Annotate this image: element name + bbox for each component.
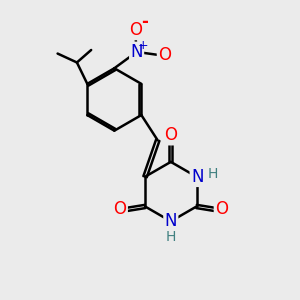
Text: O: O (158, 46, 171, 64)
Text: H: H (166, 230, 176, 244)
Text: +: + (138, 39, 148, 52)
Text: O: O (114, 200, 127, 218)
Text: O: O (164, 126, 177, 144)
Text: H: H (208, 167, 218, 181)
Text: N: N (130, 43, 143, 61)
Text: O: O (215, 200, 228, 218)
Text: O: O (129, 21, 142, 39)
Text: N: N (165, 212, 177, 230)
Text: N: N (191, 168, 203, 186)
Text: -: - (141, 13, 148, 31)
